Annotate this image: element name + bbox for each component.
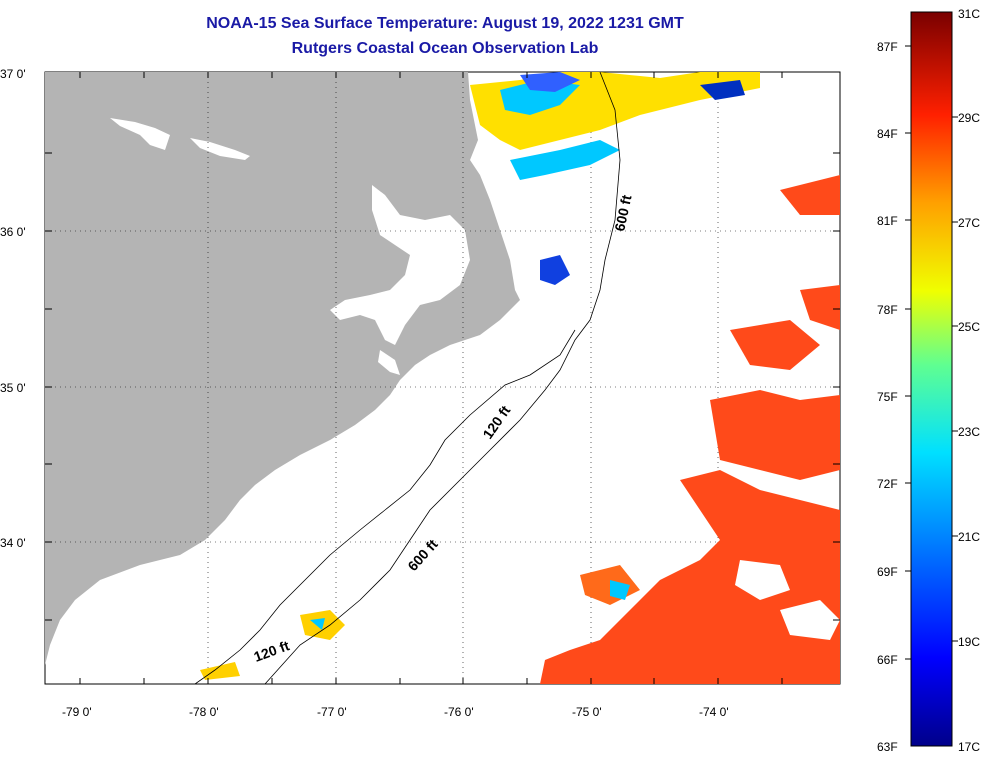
colorbar-label-f: 75F xyxy=(877,390,898,404)
colorbar-label-c: 31C xyxy=(958,7,980,21)
colorbar-ticks xyxy=(905,45,958,660)
sst-cool-patch xyxy=(610,580,630,600)
axis-ticks xyxy=(45,72,840,684)
colorbar-label-f: 78F xyxy=(877,303,898,317)
colorbar-label-c: 23C xyxy=(958,425,980,439)
sst-gap xyxy=(780,600,840,640)
river-inlet xyxy=(378,350,400,375)
colorbar-label-f: 63F xyxy=(877,740,898,754)
lat-label-35: 35 0' xyxy=(0,381,26,395)
inland-sound xyxy=(330,185,470,345)
sst-warm-patch xyxy=(780,175,840,215)
lat-label-36: 36 0' xyxy=(0,225,26,239)
sst-cool-patch xyxy=(200,662,240,680)
colorbar-label-f: 81F xyxy=(877,214,898,228)
depth-label-600ft-north: 600 ft xyxy=(611,193,634,232)
colorbar-label-c: 19C xyxy=(958,635,980,649)
sst-cool-patch xyxy=(510,140,620,180)
sst-warm-patch xyxy=(710,390,840,480)
sst-warm-patch xyxy=(540,470,840,684)
lat-label-37: 37 0' xyxy=(0,67,26,81)
lon-label-75: -75 0' xyxy=(572,705,602,719)
lon-label-77: -77 0' xyxy=(317,705,347,719)
colorbar-label-f: 69F xyxy=(877,565,898,579)
colorbar-label-f: 84F xyxy=(877,127,898,141)
lon-label-79: -79 0' xyxy=(62,705,92,719)
colorbar-label-c: 17C xyxy=(958,740,980,754)
lon-label-78: -78 0' xyxy=(189,705,219,719)
sst-cool-patch xyxy=(540,255,570,285)
colorbar xyxy=(910,11,953,747)
colorbar-label-f: 66F xyxy=(877,653,898,667)
sst-cool-patch xyxy=(700,80,745,100)
river-inlet xyxy=(190,138,250,160)
sst-cool-patch xyxy=(310,618,325,630)
colorbar-label-f: 87F xyxy=(877,40,898,54)
sst-warm-patch xyxy=(800,285,840,330)
depth-contours xyxy=(194,72,621,684)
colorbar-label-c: 27C xyxy=(958,216,980,230)
lon-label-74: -74 0' xyxy=(699,705,729,719)
colorbar-label-c: 29C xyxy=(958,111,980,125)
sst-warm-patch xyxy=(730,320,820,370)
colorbar-label-c: 25C xyxy=(958,320,980,334)
lat-label-34: 34 0' xyxy=(0,536,26,550)
map-subtitle: Rutgers Coastal Ocean Observation Lab xyxy=(291,40,599,57)
lon-label-76: -76 0' xyxy=(444,705,474,719)
map-title: NOAA-15 Sea Surface Temperature: August … xyxy=(206,15,684,32)
river-inlet xyxy=(110,118,170,150)
sst-cool-patch xyxy=(520,72,580,92)
colorbar-label-f: 72F xyxy=(877,477,898,491)
sst-gap xyxy=(735,560,790,600)
colorbar-label-c: 21C xyxy=(958,530,980,544)
